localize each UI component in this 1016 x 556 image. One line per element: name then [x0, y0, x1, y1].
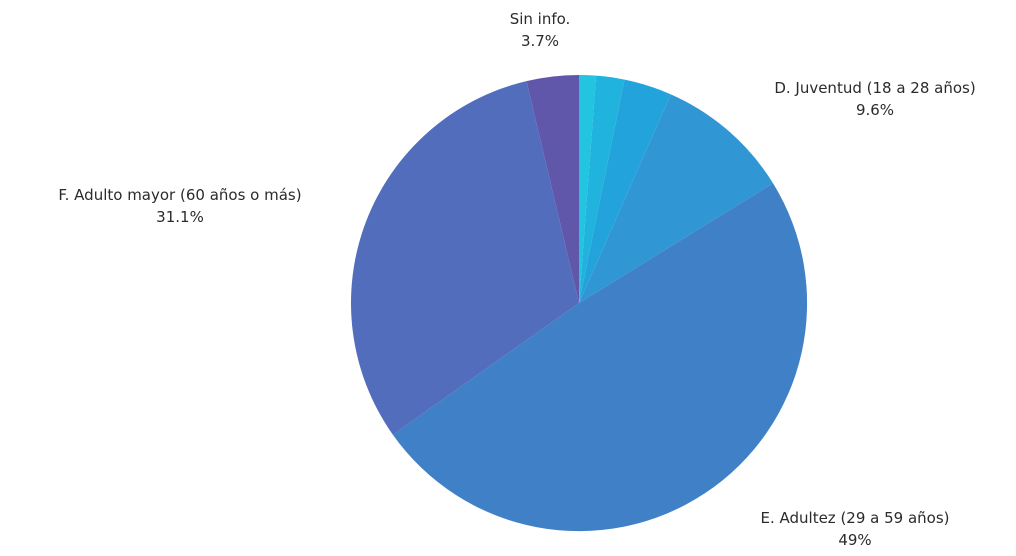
pie-slice-5	[350, 81, 579, 435]
slice-label-adulto-mayor-name: F. Adulto mayor (60 años o más)	[58, 186, 302, 204]
slice-label-sin-info-value: 3.7%	[520, 32, 560, 50]
slice-label-adultez-value: 49%	[838, 531, 872, 549]
pie-slice-2	[579, 79, 671, 303]
slice-label-juventud-value: 9.6%	[855, 101, 895, 119]
pie-slices	[350, 75, 808, 532]
slice-label-juventud-name: D. Juventud (18 a 28 años)	[774, 79, 976, 97]
slice-label-sin-info: Sin info. 3.7%	[505, 8, 575, 52]
slice-label-adultez: E. Adultez (29 a 59 años) 49%	[720, 507, 990, 551]
pie-slice-4	[392, 183, 808, 532]
slice-label-adulto-mayor-value: 31.1%	[156, 208, 204, 226]
pie-slice-0	[579, 75, 597, 303]
slice-label-adultez-name: E. Adultez (29 a 59 años)	[760, 509, 950, 527]
slice-label-adulto-mayor: F. Adulto mayor (60 años o más) 31.1%	[0, 184, 360, 228]
slice-label-sin-info-name: Sin info.	[509, 10, 571, 28]
pie-slice-3	[579, 94, 774, 303]
pie-slice-1	[579, 75, 625, 304]
slice-label-juventud: D. Juventud (18 a 28 años) 9.6%	[740, 77, 1010, 121]
pie-slice-6	[526, 75, 579, 303]
